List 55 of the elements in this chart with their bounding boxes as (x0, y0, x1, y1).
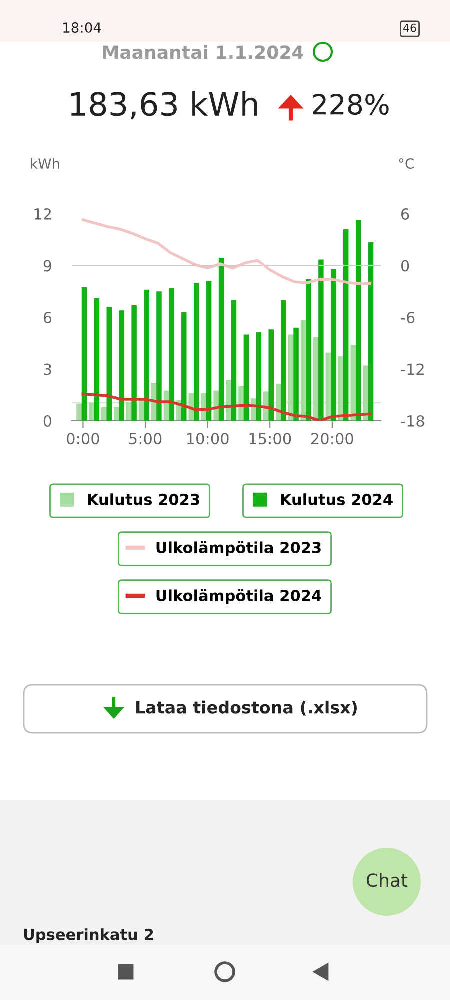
text: 18:04 (64, 22, 102, 34)
bar (306, 280, 312, 421)
x-tick-label: 10:00 (187, 433, 229, 445)
y2-axis-title: °C (399, 158, 414, 170)
bar (256, 332, 262, 421)
text: 46 (403, 24, 416, 32)
line-series (82, 218, 372, 286)
bar (343, 230, 349, 421)
y2-tick-label: -18 (401, 415, 424, 428)
chart-title: Maanantai 1.1.2024 (103, 45, 304, 60)
bar (169, 288, 174, 421)
bar (206, 281, 212, 421)
text: Upseerinkatu 2 (24, 928, 154, 944)
y-axis-title: kWh (31, 158, 60, 169)
text: Chat (366, 873, 408, 888)
y-tick-label: 12 (34, 208, 52, 220)
bar (144, 290, 150, 421)
line-series (82, 392, 372, 421)
bar (119, 310, 124, 421)
bar (194, 283, 200, 421)
legend-label: Kulutus 2024 (281, 494, 393, 506)
bar (294, 328, 299, 421)
bar (231, 300, 237, 421)
chart-subtitle: 183,63 kWh (71, 92, 258, 120)
y-tick-label: 0 (44, 415, 52, 428)
bar (156, 292, 162, 421)
y-tick-label: 3 (44, 364, 52, 376)
y2-tick-label: 6 (402, 208, 410, 220)
bar (82, 287, 88, 421)
y2-tick-label: -6 (401, 312, 415, 324)
legend-label: Kulutus 2023 (88, 494, 200, 506)
y2-tick-label: -12 (401, 364, 424, 376)
legend-label: Ulkolämpötila 2023 (156, 542, 321, 556)
text: Lataa tiedostona (.xlsx) (136, 700, 358, 716)
bar (132, 305, 137, 421)
legend-label: Ulkolämpötila 2024 (156, 590, 322, 604)
y-tick-label: 9 (44, 260, 52, 272)
bar (281, 300, 286, 421)
x-tick-label: 5:00 (130, 433, 162, 445)
bar (318, 260, 324, 421)
bar (268, 330, 274, 421)
bar (368, 242, 374, 421)
x-tick-label: 15:00 (250, 433, 292, 445)
y2-tick-label: 0 (401, 260, 410, 272)
text: 228% (313, 94, 389, 116)
x-tick-label: 20:00 (312, 433, 354, 445)
bar (106, 307, 112, 421)
bar (182, 312, 187, 421)
bar (356, 220, 362, 421)
x-tick-label: 0:00 (67, 433, 100, 445)
bar (331, 269, 336, 421)
bar (94, 298, 100, 421)
bar (244, 334, 250, 421)
y-tick-label: 6 (44, 312, 52, 324)
bar (218, 258, 224, 421)
